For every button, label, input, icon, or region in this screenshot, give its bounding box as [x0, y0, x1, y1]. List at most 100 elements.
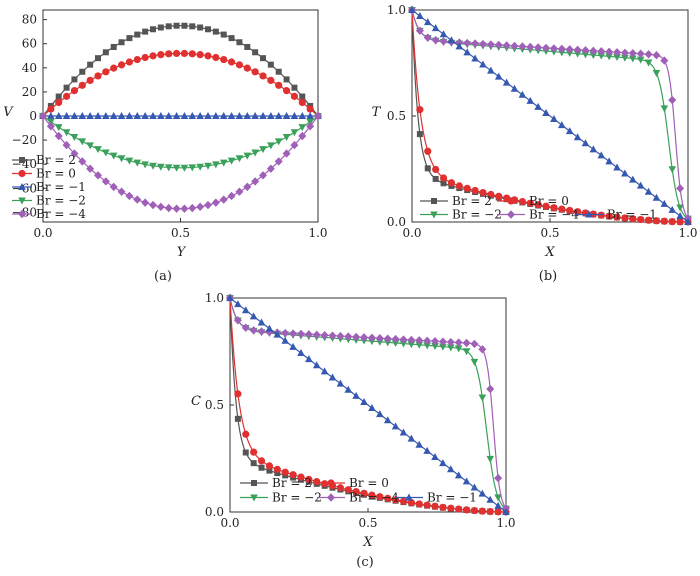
legend: Br = 2 Br = 0 Br = −2 Br = −4 Br = −1 — [420, 194, 657, 222]
data-point — [439, 343, 447, 351]
data-point — [188, 112, 197, 119]
legend-entry: Br = 0 — [497, 194, 569, 208]
data-point — [70, 87, 79, 95]
data-point — [172, 49, 181, 58]
data-point — [494, 501, 502, 509]
data-point — [259, 146, 267, 154]
data-point — [274, 470, 281, 477]
data-point — [266, 467, 273, 474]
y-tick-label: 1.0 — [205, 291, 224, 305]
data-point — [94, 171, 102, 180]
x-axis-label: Y — [177, 245, 187, 260]
data-point — [391, 422, 400, 430]
data-point — [314, 111, 322, 121]
data-point — [573, 50, 582, 58]
data-point — [212, 161, 220, 169]
data-point — [581, 46, 590, 55]
data-point — [149, 162, 157, 170]
data-point — [273, 330, 282, 338]
data-point — [447, 504, 455, 512]
data-point — [613, 213, 621, 221]
data-point — [431, 35, 440, 45]
legend: Br = 2 Br = 0 Br = −2 Br = −4 Br = −1 — [240, 476, 477, 505]
data-point — [479, 188, 487, 197]
data-point — [283, 76, 290, 83]
data-point — [660, 199, 669, 207]
data-point — [118, 39, 125, 46]
data-point — [290, 129, 299, 137]
data-point — [236, 39, 243, 46]
data-point — [306, 105, 314, 113]
data-point — [668, 205, 677, 213]
data-point — [234, 390, 242, 398]
data-point — [439, 459, 447, 467]
data-point — [637, 215, 645, 224]
data-point — [62, 92, 71, 100]
data-point — [336, 379, 345, 387]
data-point — [219, 112, 228, 119]
data-point — [494, 508, 502, 516]
data-point — [502, 78, 511, 86]
data-point — [196, 112, 204, 119]
data-point — [243, 64, 251, 72]
x-tick-label: 1.0 — [308, 226, 327, 240]
series-circle — [226, 294, 510, 516]
data-point — [636, 56, 645, 64]
data-point — [204, 52, 212, 60]
series-circle — [408, 6, 692, 226]
y-tick-label: 40 — [22, 61, 37, 75]
data-point — [125, 58, 134, 66]
y-axis-label: V — [3, 105, 14, 120]
data-point — [204, 162, 212, 170]
data-point — [613, 163, 621, 171]
data-point — [589, 145, 598, 153]
data-point — [157, 51, 165, 59]
data-point — [290, 112, 299, 119]
data-point — [70, 133, 79, 141]
data-point — [644, 187, 653, 195]
data-point — [220, 31, 227, 38]
data-point — [620, 48, 629, 57]
data-point — [424, 165, 431, 172]
data-point — [257, 327, 266, 336]
data-point — [298, 98, 306, 107]
legend-label: Br = 2 — [452, 194, 492, 208]
data-point — [423, 342, 431, 350]
y-tick-label: 0.5 — [205, 398, 224, 412]
data-point — [242, 449, 249, 456]
legend-marker — [430, 211, 438, 219]
data-point — [251, 112, 259, 119]
data-point — [597, 211, 605, 219]
data-point — [636, 181, 645, 189]
y-tick-label: 1.0 — [387, 3, 406, 17]
data-point — [423, 446, 431, 454]
data-point — [462, 348, 471, 356]
data-point — [251, 68, 259, 76]
data-point — [423, 33, 432, 42]
data-point — [534, 102, 542, 110]
data-point — [376, 410, 384, 418]
data-point — [172, 164, 181, 172]
data-point — [502, 508, 510, 515]
data-point — [518, 42, 527, 51]
data-point — [383, 334, 392, 343]
data-point — [408, 6, 416, 13]
legend-entry: Br = 2 — [12, 153, 76, 167]
legend-label: Br = −4 — [529, 208, 579, 222]
data-point — [431, 343, 439, 351]
data-point — [249, 312, 258, 320]
y-tick-label: 0.5 — [387, 109, 406, 123]
data-point — [479, 60, 487, 68]
data-point — [78, 112, 87, 119]
data-point — [257, 318, 266, 326]
data-point — [290, 92, 299, 100]
data-point — [431, 502, 439, 510]
legend-entry: Br = 0 — [12, 167, 76, 181]
data-point — [299, 93, 306, 100]
data-point — [566, 206, 574, 215]
panel-caption: (a) — [154, 269, 172, 284]
data-point — [439, 174, 448, 182]
data-point — [439, 37, 448, 46]
x-tick-label: 0.0 — [402, 226, 421, 240]
data-point — [399, 428, 408, 436]
